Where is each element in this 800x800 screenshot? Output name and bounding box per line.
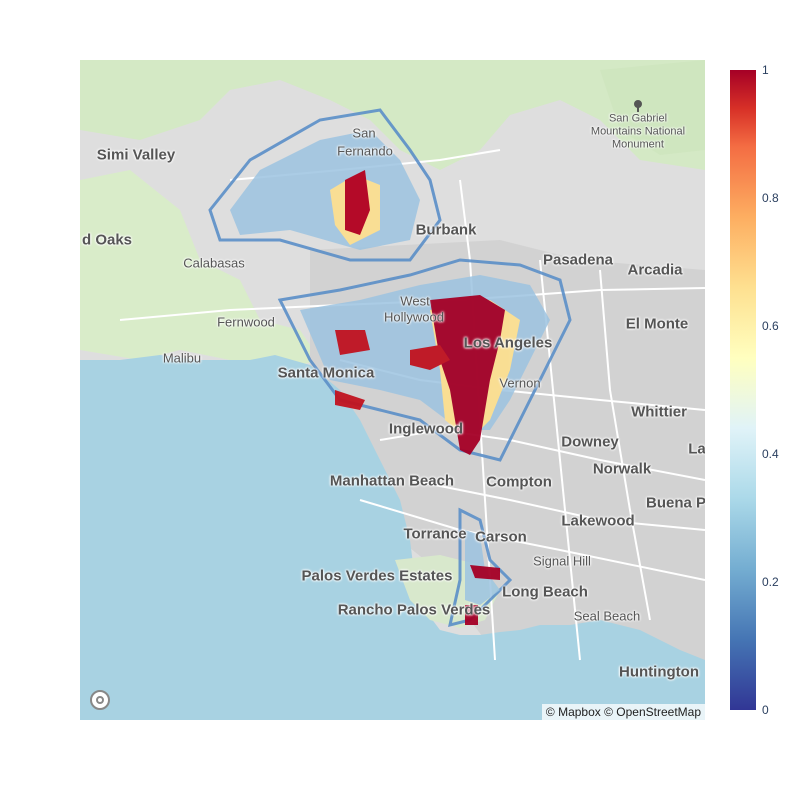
park-area <box>80 170 320 370</box>
place-label-whittier: Whittier <box>631 403 687 421</box>
place-label-manhattan-beach: Manhattan Beach <box>329 472 455 490</box>
colorbar-tick: 1 <box>762 63 769 77</box>
park-area <box>600 60 705 155</box>
place-label-lakewood: Lakewood <box>561 512 635 530</box>
place-label-signal-hill: Signal Hill <box>533 553 591 569</box>
heat-core <box>330 170 520 625</box>
place-label-la-partial: La <box>688 440 705 458</box>
place-label-fernwood: Fernwood <box>217 314 275 330</box>
place-label-los-angeles: Los Angeles <box>463 334 553 352</box>
colorbar-tick: 0.8 <box>762 191 779 205</box>
place-label-thousand-oaks: d Oaks <box>81 231 133 249</box>
place-label-santa-monica: Santa Monica <box>277 364 375 382</box>
place-label-palos-verdes-estates: Palos Verdes Estates <box>301 567 453 585</box>
place-label-calabasas: Calabasas <box>183 255 245 271</box>
place-label-torrance: Torrance <box>403 525 467 543</box>
place-label-west: West <box>400 293 430 309</box>
density-map[interactable]: Simi Valley San Fernando Burbank d Oaks … <box>80 60 705 720</box>
place-label-huntington: Huntington <box>619 663 699 681</box>
park-tree-icon <box>633 100 643 112</box>
place-label-seal-beach: Seal Beach <box>573 608 641 624</box>
place-label-compton: Compton <box>486 473 552 491</box>
colorbar-tick: 0.6 <box>762 319 779 333</box>
place-label-pasadena: Pasadena <box>542 251 614 269</box>
place-label-fernando: Fernando <box>337 143 393 159</box>
place-label-buena-park: Buena P <box>645 494 705 512</box>
heat-core-la <box>430 295 505 455</box>
ocean <box>80 355 705 720</box>
place-label-san: San <box>352 125 376 141</box>
place-label-arcadia: Arcadia <box>627 261 683 279</box>
place-label-san-gabriel-monument: San Gabriel Mountains National Monument <box>590 112 686 151</box>
place-label-vernon: Vernon <box>499 375 541 391</box>
colorbar-tick: 0 <box>762 703 769 717</box>
colorbar-tick: 0.2 <box>762 575 779 589</box>
colorbar <box>730 70 756 710</box>
place-label-norwalk: Norwalk <box>592 460 652 478</box>
place-label-burbank: Burbank <box>415 221 477 239</box>
place-label-long-beach: Long Beach <box>502 583 588 601</box>
place-label-downey: Downey <box>561 433 619 451</box>
colorbar-tick: 0.4 <box>762 447 779 461</box>
map-attribution[interactable]: © Mapbox © OpenStreetMap <box>541 704 705 720</box>
place-label-el-monte: El Monte <box>625 315 689 333</box>
park-area <box>80 60 705 170</box>
place-label-hollywood: Hollywood <box>384 309 444 325</box>
place-label-rancho-palos-verdes: Rancho Palos Verdes <box>337 601 491 619</box>
place-label-simi-valley: Simi Valley <box>96 146 176 164</box>
place-label-malibu: Malibu <box>162 350 202 366</box>
place-label-carson: Carson <box>475 528 527 546</box>
mapbox-logo-icon[interactable] <box>90 690 110 710</box>
heat-halo <box>208 108 572 628</box>
basemap <box>80 60 705 720</box>
place-label-inglewood: Inglewood <box>388 420 464 438</box>
